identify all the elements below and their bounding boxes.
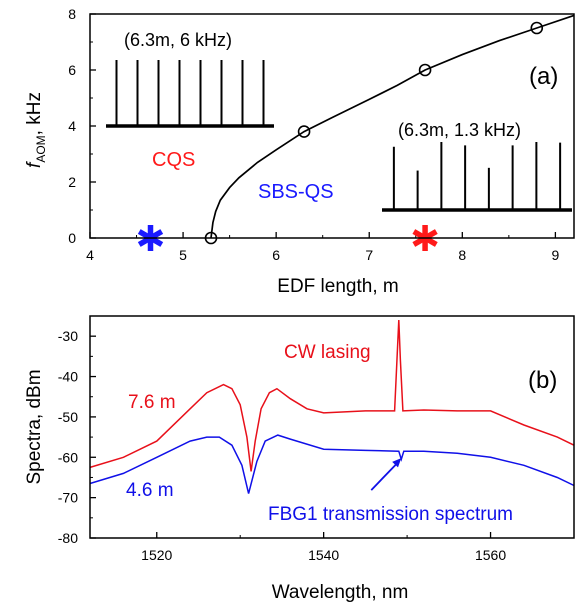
panel-a-frame [89,13,575,239]
y-tick-label: 8 [68,6,76,22]
panel-a-inset-6khz-pulse-train [106,60,274,128]
y-axis-title-symbol: f [24,161,45,168]
panel-a-label: (a) [529,63,558,90]
data-point [418,63,432,77]
x-tick-label: 9 [551,247,559,263]
y-tick-label: 2 [68,174,76,190]
panel-a-y-axis-title: fAOM, kHz [24,92,48,168]
x-tick-label: 7 [365,247,373,263]
spectrum-line-7p6m [89,319,575,472]
spectrum-line-4p6m [89,434,575,494]
label-4p6m: 4.6 m [126,480,174,501]
inset-1p3khz-caption: (6.3m, 1.3 kHz) [398,120,521,140]
panel-b-label: (b) [528,367,557,394]
fbg1-transmission-label: FBG1 transmission spectrum [268,504,513,525]
x-tick-label: 8 [458,247,466,263]
cqs-label: CQS [152,149,195,171]
panel-a-inset-1p3khz-pulse-train [382,142,572,212]
x-tick-label: 4 [86,247,94,263]
x-tick-label: 1560 [475,547,506,563]
sbs-qs-label: SBS-QS [258,181,334,203]
x-tick-label: 1540 [308,547,339,563]
panel-b-frame [89,315,575,539]
panel-a-fit-curve [210,14,575,239]
y-axis-title-subscript: AOM [34,135,48,162]
y-tick-label: 0 [68,230,76,246]
y-tick-label: -70 [58,490,78,506]
y-tick-label: -40 [58,369,78,385]
fbg1-arrow-head [392,458,402,468]
data-point [297,125,311,138]
cw-lasing-label: CW lasing [284,342,371,363]
x-tick-label: 1520 [141,547,172,563]
panel-b-chart: 1520 1540 1560 -30 -40 -50 -60 -70 -80 CW lasing… [24,315,575,603]
data-point [530,21,544,35]
y-tick-label: -30 [58,328,78,344]
panel-b-tick-labels: 1520 1540 1560 -30 -40 -50 -60 -70 -80 [58,328,507,563]
label-7p6m: 7.6 m [128,392,176,413]
panel-b-x-axis-title: Wavelength, nm [272,582,409,603]
panel-b-ticks [90,335,492,539]
y-tick-label: -80 [58,530,78,546]
y-tick-label: 4 [68,118,76,134]
y-axis-title-unit: , kHz [24,92,45,135]
inset-6khz-caption: (6.3m, 6 kHz) [124,30,232,50]
panel-a-x-axis-title: EDF length, m [277,276,398,297]
x-tick-label: 5 [179,247,187,263]
y-tick-label: -60 [58,449,78,465]
x-tick-label: 6 [272,247,280,263]
panel-a-tick-labels: 4 5 6 7 8 9 0 2 4 6 8 [68,6,559,263]
panel-a-chart: 4 5 6 7 8 9 0 2 4 6 8 (6.3m, 6 kHz) (6.3m, 1.3 kHz… [24,6,575,297]
y-tick-label: 6 [68,62,76,78]
panel-b-y-axis-title: Spectra, dBm [24,369,45,484]
fbg1-arrow [370,462,398,491]
y-tick-label: -50 [58,409,78,425]
